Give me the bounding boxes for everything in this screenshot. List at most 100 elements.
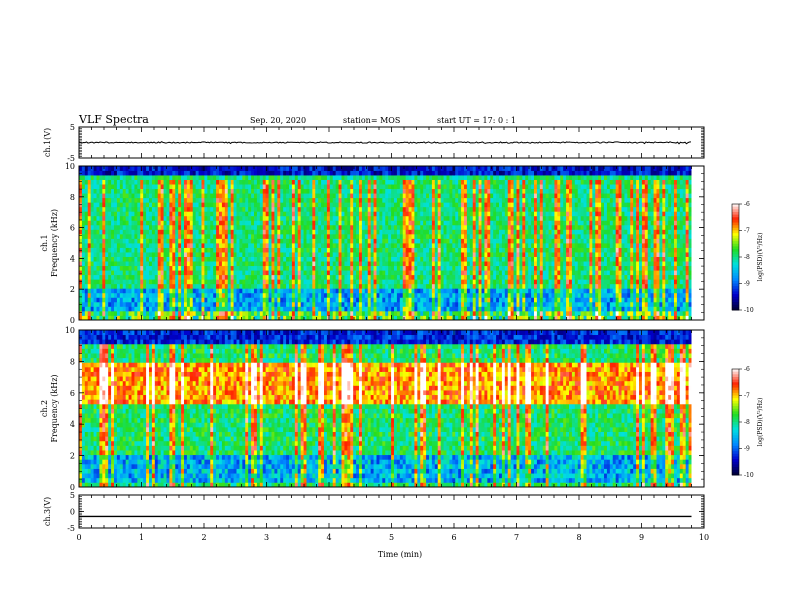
spectrogram-cell bbox=[385, 301, 389, 307]
spectrogram-cell bbox=[326, 202, 331, 208]
spectrogram-cell bbox=[312, 202, 316, 208]
spectrogram-cell bbox=[181, 233, 185, 239]
spectrogram-cell bbox=[239, 170, 243, 176]
spectrogram-cell bbox=[219, 283, 223, 289]
spectrogram-cell bbox=[84, 270, 89, 276]
spectrogram-cell bbox=[300, 202, 304, 208]
spectrogram-cell bbox=[245, 233, 249, 239]
spectrogram-cell bbox=[172, 283, 176, 289]
spectrogram-cell bbox=[344, 270, 348, 276]
spectrogram-cell bbox=[221, 211, 226, 217]
spectrogram-cell bbox=[140, 179, 144, 185]
spectrogram-cell bbox=[79, 170, 83, 176]
spectrogram-cell bbox=[224, 247, 229, 253]
spectrogram-cell bbox=[464, 256, 468, 262]
spectrogram-cell bbox=[472, 220, 477, 226]
spectrogram-cell bbox=[493, 301, 497, 307]
spectrogram-cell bbox=[131, 229, 135, 235]
spectrogram-cell bbox=[464, 306, 468, 312]
spectrogram-cell bbox=[353, 301, 357, 307]
spectrogram-cell bbox=[277, 301, 281, 307]
spectrogram-cell bbox=[455, 292, 459, 298]
spectrogram-cell bbox=[224, 315, 229, 321]
spectrogram-cell bbox=[394, 188, 398, 194]
spectrogram-cell bbox=[221, 188, 226, 194]
spectrogram-cell bbox=[154, 211, 159, 217]
spectrogram-cell bbox=[455, 166, 459, 171]
spectrogram-cell bbox=[286, 315, 290, 321]
spectrogram-cell bbox=[487, 238, 491, 244]
spectrogram-cell bbox=[248, 206, 252, 212]
spectrogram-cell bbox=[344, 188, 348, 194]
spectrogram-cell bbox=[464, 252, 468, 257]
spectrogram-cell bbox=[268, 243, 272, 248]
spectrogram-cell bbox=[169, 283, 173, 289]
spectrogram-cell bbox=[291, 297, 296, 303]
spectrogram-cell bbox=[146, 211, 150, 217]
spectrogram-cell bbox=[446, 283, 450, 289]
spectrogram-cell bbox=[283, 297, 287, 303]
spectrogram-cell bbox=[464, 179, 468, 185]
spectrogram-cell bbox=[490, 261, 494, 267]
spectrogram-cell bbox=[350, 261, 354, 267]
spectrogram-cell bbox=[134, 243, 138, 248]
spectrogram-cell bbox=[402, 252, 407, 257]
spectrogram-cell bbox=[178, 243, 182, 248]
spectrogram-cell bbox=[469, 292, 474, 298]
spectrogram-cell bbox=[102, 206, 106, 212]
spectrogram-cell bbox=[394, 197, 398, 203]
spectrogram-cell bbox=[376, 166, 380, 171]
spectrogram-cell bbox=[163, 184, 167, 190]
spectrogram-cell bbox=[274, 175, 278, 180]
spectrogram-cell bbox=[81, 238, 86, 244]
spectrogram-cell bbox=[236, 270, 240, 276]
spectrogram-cell bbox=[303, 256, 307, 262]
spectrogram-cell bbox=[213, 211, 217, 217]
spectrogram-cell bbox=[137, 292, 141, 298]
spectrogram-cell bbox=[402, 270, 407, 276]
spectrogram-cell bbox=[90, 310, 94, 316]
spectrogram-cell bbox=[417, 202, 421, 208]
spectrogram-cell bbox=[207, 270, 211, 276]
spectrogram-cell bbox=[280, 315, 284, 321]
spectrogram-cell bbox=[207, 279, 211, 285]
spectrogram-cell bbox=[184, 224, 188, 230]
spectrogram-cell bbox=[294, 215, 299, 221]
spectrogram-cell bbox=[224, 170, 229, 176]
spectrogram-cell bbox=[143, 252, 147, 257]
spectrogram-cell bbox=[128, 315, 132, 321]
spectrogram-cell bbox=[262, 166, 267, 171]
spectrogram-cell bbox=[426, 238, 430, 244]
spectrogram-cell bbox=[414, 310, 418, 316]
spectrogram-cell bbox=[385, 252, 389, 257]
spectrogram-cell bbox=[458, 315, 462, 321]
spectrogram-cell bbox=[294, 315, 299, 321]
spectrogram-cell bbox=[402, 193, 407, 199]
spectrogram-cell bbox=[399, 247, 404, 253]
spectrogram-cell bbox=[367, 243, 372, 248]
spectrogram-cell bbox=[280, 224, 284, 230]
spectrogram-cell bbox=[344, 283, 348, 289]
spectrogram-cell bbox=[364, 220, 369, 226]
spectrogram-cell bbox=[399, 301, 404, 307]
spectrogram-cell bbox=[484, 265, 488, 271]
spectrogram-cell bbox=[431, 283, 436, 289]
spectrogram-cell bbox=[128, 297, 132, 303]
spectrogram-cell bbox=[396, 306, 401, 312]
spectrogram-cell bbox=[230, 193, 234, 199]
spectrogram-cell bbox=[248, 211, 252, 217]
spectrogram-cell bbox=[405, 247, 409, 253]
spectrogram-cell bbox=[99, 166, 103, 171]
spectrogram-cell bbox=[461, 243, 465, 248]
spectrogram-cell bbox=[434, 301, 439, 307]
spectrogram-cell bbox=[108, 206, 112, 212]
spectrogram-cell bbox=[359, 288, 363, 294]
spectrogram-cell bbox=[458, 166, 462, 171]
spectrogram-cell bbox=[411, 315, 415, 321]
spectrogram-cell bbox=[157, 215, 162, 221]
spectrogram-cell bbox=[408, 274, 412, 280]
spectrogram-cell bbox=[396, 270, 401, 276]
spectrogram-cell bbox=[178, 215, 182, 221]
spectrogram-cell bbox=[172, 256, 176, 262]
spectrogram-cell bbox=[175, 233, 179, 239]
